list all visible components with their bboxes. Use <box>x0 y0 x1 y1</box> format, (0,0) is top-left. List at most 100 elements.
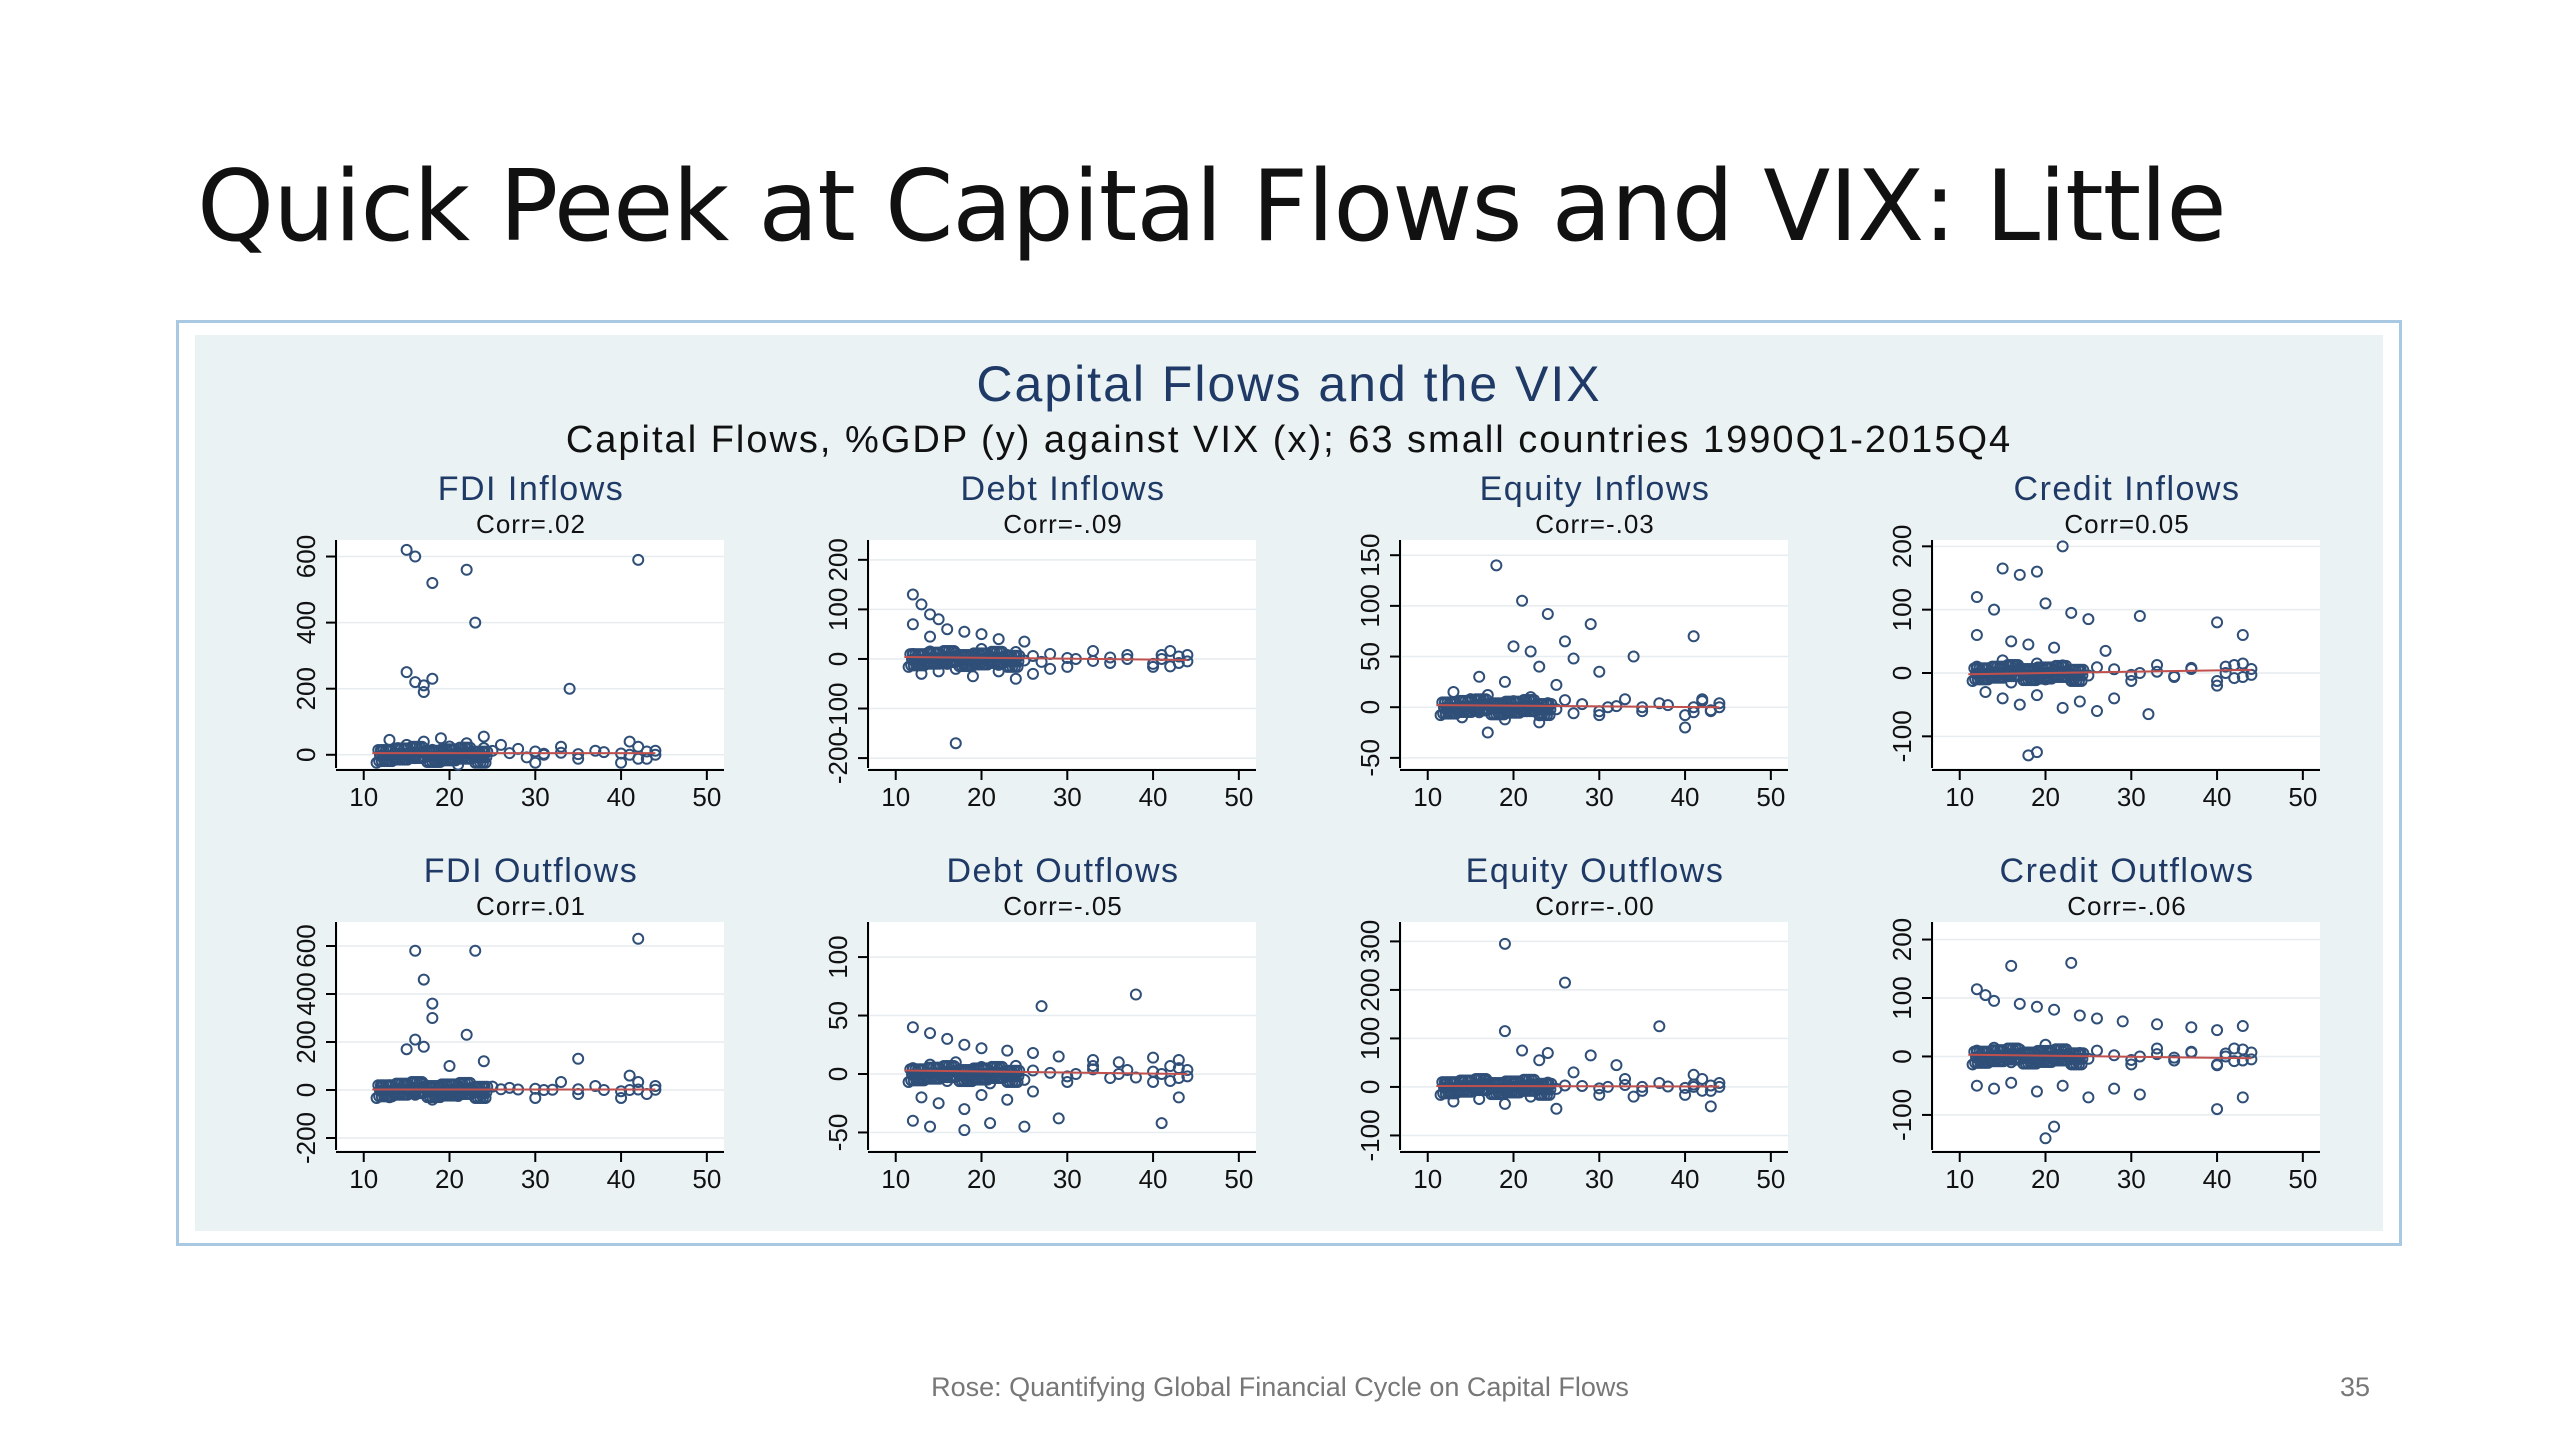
data-point <box>2013 568 2026 581</box>
data-point <box>2039 673 2052 686</box>
data-point <box>1436 696 1449 709</box>
data-point <box>1524 1090 1537 1103</box>
data-point <box>1988 1041 2001 1054</box>
y-tick-label: 200 <box>291 1020 321 1063</box>
data-point <box>906 1062 919 1075</box>
data-point <box>1052 1050 1065 1063</box>
x-tick-label: 50 <box>2288 1164 2317 1194</box>
data-point <box>1473 706 1486 719</box>
data-point <box>417 973 430 986</box>
y-tick-label: 50 <box>823 1001 853 1030</box>
data-point <box>1061 1070 1074 1083</box>
data-point <box>1593 709 1606 722</box>
data-point <box>2211 1059 2224 1072</box>
x-tick-label: 40 <box>1139 1164 1168 1194</box>
data-point <box>920 1072 933 1085</box>
data-point <box>443 1060 456 1072</box>
data-point <box>1129 988 1142 1001</box>
x-tick-label: 20 <box>1499 782 1528 812</box>
data-point <box>1447 686 1460 698</box>
data-point <box>383 733 396 746</box>
plot-area <box>338 540 724 768</box>
y-tick-label: 100 <box>1355 1017 1385 1060</box>
x-tick-label: 40 <box>1139 782 1168 812</box>
data-point <box>1498 1025 1511 1038</box>
fit-line <box>1436 704 1720 709</box>
plot-area <box>1402 922 1788 1150</box>
x-tick-label: 30 <box>2117 782 2146 812</box>
data-point <box>409 676 422 689</box>
data-point <box>460 737 473 750</box>
x-tick-label: 10 <box>881 1164 910 1194</box>
data-point <box>1035 1000 1048 1013</box>
data-point <box>434 755 447 768</box>
plot-area <box>1934 540 2320 768</box>
data-point <box>1498 713 1511 726</box>
x-tick-label: 30 <box>521 1164 550 1194</box>
data-point <box>1704 1100 1717 1113</box>
data-point <box>1533 709 1546 722</box>
data-point <box>1970 660 1983 673</box>
data-point <box>2236 1020 2249 1033</box>
data-point <box>952 1064 965 1077</box>
data-point <box>632 1076 645 1089</box>
data-point <box>1679 721 1692 734</box>
data-point <box>1970 591 1983 603</box>
data-point <box>984 1071 997 1084</box>
data-point <box>1558 635 1571 648</box>
data-point <box>469 756 482 769</box>
data-point <box>1516 594 1529 607</box>
data-point <box>949 737 962 750</box>
data-point <box>1507 1077 1520 1090</box>
data-point <box>1009 672 1022 685</box>
data-point <box>975 643 988 656</box>
data-point <box>1164 1060 1177 1073</box>
data-point <box>1001 1044 1014 1057</box>
data-point <box>2082 613 2095 626</box>
x-tick-label: 10 <box>349 782 378 812</box>
data-point <box>494 738 507 751</box>
data-point <box>1550 1102 1563 1115</box>
data-point <box>906 618 919 631</box>
y-tick-label: 0 <box>823 652 853 666</box>
data-point <box>1181 1070 1194 1083</box>
data-point <box>2236 670 2249 683</box>
data-point <box>409 550 422 563</box>
data-point <box>1044 662 1057 675</box>
data-point <box>958 1038 971 1051</box>
data-point <box>1996 1050 2009 1063</box>
data-point <box>2099 644 2112 657</box>
data-point <box>2005 635 2018 648</box>
data-point <box>469 1081 482 1094</box>
data-point <box>941 657 954 670</box>
data-point <box>924 1120 937 1133</box>
data-point <box>992 633 1005 646</box>
data-point <box>966 670 979 683</box>
data-point <box>1490 559 1503 572</box>
data-point <box>1687 1078 1700 1091</box>
data-point <box>2030 1000 2043 1013</box>
data-point <box>2030 1085 2043 1098</box>
data-point <box>2017 1057 2030 1070</box>
panel-corr-label: Corr=-.03 <box>1535 509 1655 539</box>
data-point <box>426 672 439 685</box>
data-point <box>2219 667 2232 679</box>
data-point <box>469 750 482 763</box>
data-point <box>2039 1132 2052 1145</box>
data-point <box>932 1097 945 1110</box>
data-point <box>2056 1079 2069 1092</box>
data-point <box>1541 1046 1554 1059</box>
data-point <box>2219 660 2232 673</box>
data-point <box>1155 1117 1168 1130</box>
data-point <box>2030 565 2043 578</box>
data-point <box>915 1071 928 1084</box>
data-point <box>409 1085 422 1098</box>
fit-line <box>904 655 1188 661</box>
data-point <box>1172 1053 1185 1066</box>
panel-title: Equity Outflows <box>1466 852 1725 890</box>
data-point <box>2151 1042 2164 1055</box>
x-tick-label: 30 <box>1585 782 1614 812</box>
